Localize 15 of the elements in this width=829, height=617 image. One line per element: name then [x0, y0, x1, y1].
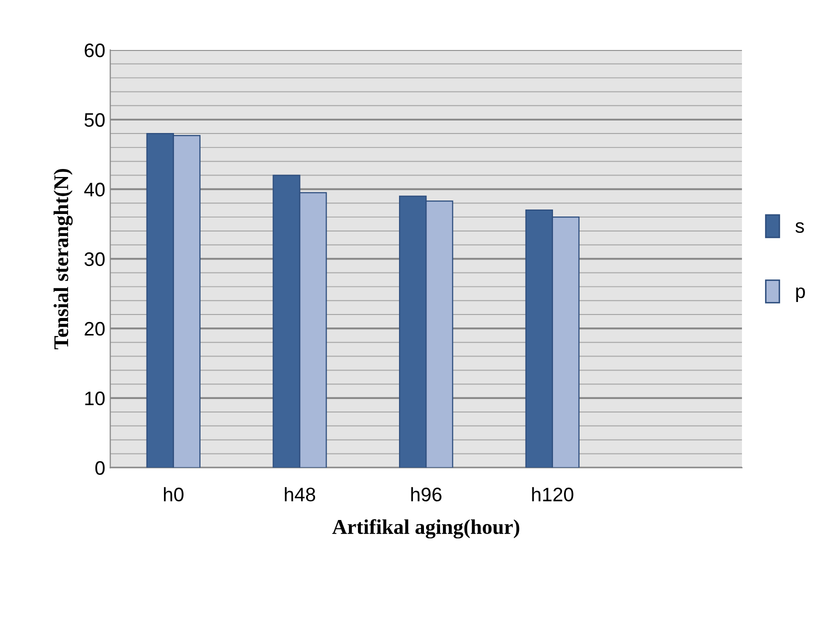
y-tick-label: 60 — [84, 43, 105, 58]
y-tick-label: 20 — [84, 322, 105, 336]
x-tick-label: h0 — [164, 487, 184, 502]
y-tick-label: 30 — [84, 252, 105, 266]
legend-label: s — [795, 222, 804, 233]
legend-label: p — [796, 287, 805, 302]
x-axis-title: Artifikal aging(hour) — [332, 519, 520, 538]
y-tick-label: 50 — [84, 113, 105, 127]
x-tick-label: h96 — [411, 487, 442, 502]
y-axis-title: Tensial steranght(N) — [54, 168, 73, 350]
x-tick-label: h48 — [284, 487, 316, 502]
y-tick-label: 0 — [95, 461, 105, 475]
x-tick-label: h120 — [532, 487, 574, 502]
y-tick-label: 40 — [84, 182, 105, 196]
y-tick-label: 10 — [85, 392, 105, 406]
